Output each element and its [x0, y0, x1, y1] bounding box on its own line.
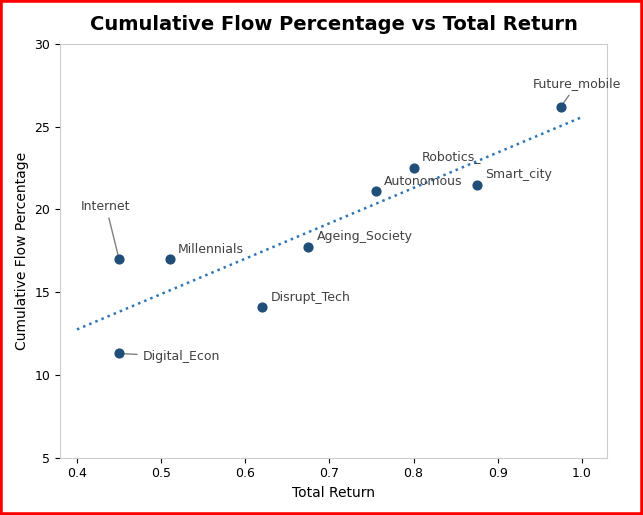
- Point: [303, 244, 314, 252]
- Text: Digital_Econ: Digital_Econ: [122, 350, 220, 363]
- Title: Cumulative Flow Percentage vs Total Return: Cumulative Flow Percentage vs Total Retu…: [89, 15, 577, 34]
- Y-axis label: Cumulative Flow Percentage: Cumulative Flow Percentage: [15, 152, 29, 350]
- Point: [471, 180, 482, 188]
- X-axis label: Total Return: Total Return: [292, 486, 375, 500]
- Point: [257, 303, 267, 311]
- Text: Ageing_Society: Ageing_Society: [317, 230, 413, 243]
- Text: Autonomous: Autonomous: [384, 175, 462, 188]
- Text: Robotics_: Robotics_: [422, 150, 482, 163]
- Point: [556, 102, 566, 111]
- Point: [114, 255, 124, 263]
- Point: [408, 164, 419, 172]
- Text: Smart_city: Smart_city: [485, 168, 552, 181]
- Text: Millennials: Millennials: [178, 243, 244, 256]
- Point: [165, 255, 175, 263]
- Text: Future_mobile: Future_mobile: [533, 77, 621, 105]
- Point: [370, 187, 381, 195]
- Point: [114, 349, 124, 357]
- Text: Internet: Internet: [81, 200, 131, 256]
- Text: Disrupt_Tech: Disrupt_Tech: [271, 291, 350, 304]
